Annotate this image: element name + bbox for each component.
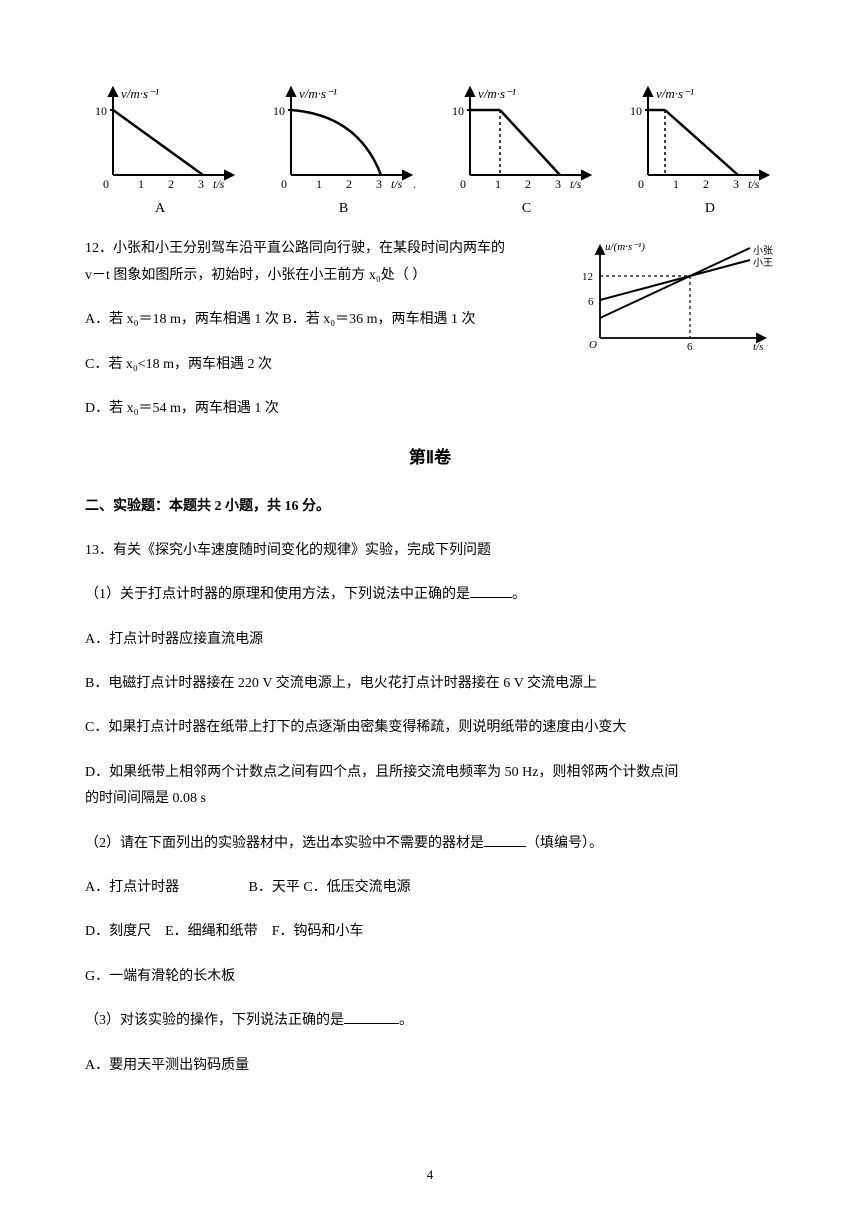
svg-text:3: 3 bbox=[376, 177, 382, 190]
svg-text:10: 10 bbox=[630, 104, 642, 118]
blank-3 bbox=[344, 1010, 399, 1024]
svg-text:0: 0 bbox=[103, 177, 109, 190]
q12-graph: u/(m·s⁻¹) 小张 小王 12 6 O 6 t/s bbox=[575, 238, 775, 358]
q13-B: B．电磁打点计时器接在 220 V 交流电源上，电火花打点计时器接在 6 V 交… bbox=[85, 673, 775, 695]
blank-1 bbox=[470, 584, 512, 598]
dev-C: C．低压交流电源 bbox=[303, 880, 410, 895]
part2-title: 第Ⅱ卷 bbox=[85, 444, 775, 471]
svg-text:1: 1 bbox=[316, 177, 322, 190]
svg-text:0: 0 bbox=[460, 177, 466, 190]
svg-text:2: 2 bbox=[346, 177, 352, 190]
q13-p2: （2）请在下面列出的实验器材中，选出本实验中不需要的器材是 （填编号）。 bbox=[85, 833, 775, 855]
blank-2 bbox=[484, 833, 526, 847]
page-number: 4 bbox=[0, 1165, 860, 1186]
svg-text:10: 10 bbox=[452, 104, 464, 118]
chart-d: v/m·s⁻¹ 10 0 1 2 3 t/s bbox=[620, 80, 775, 190]
q12-stem1: 12．小张和小王分别驾车沿平直公路同向行驶，在某段时间内两车的 bbox=[85, 238, 545, 260]
q13-dev-row2: D．刻度尺 E．细绳和纸带 F．钩码和小车 bbox=[85, 921, 775, 943]
q13-p3: （3）对该实验的操作，下列说法正确的是 。 bbox=[85, 1010, 775, 1032]
dev-D: D．刻度尺 bbox=[85, 924, 151, 939]
svg-text:v/m·s⁻¹: v/m·s⁻¹ bbox=[478, 86, 516, 101]
label-d: D bbox=[705, 198, 715, 220]
q13-p1-b: 。 bbox=[512, 587, 526, 602]
chart-a: v/m·s⁻¹ 10 0 1 2 3 t/s bbox=[85, 80, 240, 190]
q13-C: C．如果打点计时器在纸带上打下的点逐渐由密集变得稀疏，则说明纸带的速度由小变大 bbox=[85, 717, 775, 739]
q13-dev-row1: A．打点计时器 B．天平 C．低压交流电源 bbox=[85, 877, 775, 899]
svg-text:12: 12 bbox=[582, 271, 593, 283]
q13-p3-A: A．要用天平测出钩码质量 bbox=[85, 1055, 775, 1077]
q13-p2-a: （2）请在下面列出的实验器材中，选出本实验中不需要的器材是 bbox=[85, 836, 484, 851]
svg-text:O: O bbox=[589, 339, 597, 351]
dev-E: E．细绳和纸带 bbox=[165, 924, 258, 939]
svg-text:u/(m·s⁻¹): u/(m·s⁻¹) bbox=[605, 241, 645, 253]
chart-b: v/m·s⁻¹ 10 0 1 2 3 t/s . bbox=[263, 80, 418, 190]
svg-text:t/s: t/s bbox=[570, 177, 582, 190]
svg-text:3: 3 bbox=[198, 177, 204, 190]
dev-B: B．天平 bbox=[249, 880, 300, 895]
q13-A: A．打点计时器应接直流电源 bbox=[85, 629, 775, 651]
svg-text:6: 6 bbox=[687, 341, 693, 353]
svg-text:t/s: t/s bbox=[213, 177, 225, 190]
section2-heading: 二、实验题：本题共 2 小题，共 16 分。 bbox=[85, 496, 775, 518]
q12-stem2: v－t 图象如图所示，初始时，小张在小王前方 x₀处（ ） bbox=[85, 265, 545, 287]
dev-G: G．一端有滑轮的长木板 bbox=[85, 966, 775, 988]
svg-text:2: 2 bbox=[703, 177, 709, 190]
q13-p1: （1）关于打点计时器的原理和使用方法，下列说法中正确的是 。 bbox=[85, 584, 775, 606]
dev-F: F．钩码和小车 bbox=[272, 924, 364, 939]
chart-labels: A B C D bbox=[85, 198, 775, 220]
chart-c: v/m·s⁻¹ 10 0 1 2 3 t/s bbox=[442, 80, 597, 190]
q13-D1: D．如果纸带上相邻两个计数点之间有四个点，且所接交流电频率为 50 Hz，则相邻… bbox=[85, 762, 775, 784]
svg-text:3: 3 bbox=[555, 177, 561, 190]
svg-text:2: 2 bbox=[168, 177, 174, 190]
svg-text:1: 1 bbox=[673, 177, 679, 190]
dev-A: A．打点计时器 bbox=[85, 877, 245, 899]
vt-charts-row: v/m·s⁻¹ 10 0 1 2 3 t/s v/m·s⁻¹ 10 0 1 2 … bbox=[85, 80, 775, 190]
svg-text:2: 2 bbox=[525, 177, 531, 190]
q13-p1-a: （1）关于打点计时器的原理和使用方法，下列说法中正确的是 bbox=[85, 587, 470, 602]
svg-text:10: 10 bbox=[273, 104, 285, 118]
q13-p2-b: （填编号）。 bbox=[526, 836, 603, 851]
svg-text:v/m·s⁻¹: v/m·s⁻¹ bbox=[121, 86, 159, 101]
svg-text:.: . bbox=[413, 177, 416, 190]
q12: u/(m·s⁻¹) 小张 小王 12 6 O 6 t/s 12．小张和小王分别驾… bbox=[85, 238, 775, 420]
label-a: A bbox=[155, 198, 165, 220]
svg-text:v/m·s⁻¹: v/m·s⁻¹ bbox=[299, 86, 337, 101]
svg-text:6: 6 bbox=[588, 296, 594, 308]
svg-text:t/s: t/s bbox=[753, 341, 763, 353]
svg-text:v/m·s⁻¹: v/m·s⁻¹ bbox=[656, 86, 694, 101]
q13-p3-a: （3）对该实验的操作，下列说法正确的是 bbox=[85, 1013, 344, 1028]
svg-text:小张: 小张 bbox=[753, 245, 773, 257]
label-c: C bbox=[522, 198, 531, 220]
q13-D2: 的时间间隔是 0.08 s bbox=[85, 788, 775, 810]
svg-text:3: 3 bbox=[733, 177, 739, 190]
svg-text:0: 0 bbox=[638, 177, 644, 190]
svg-text:1: 1 bbox=[138, 177, 144, 190]
svg-text:0: 0 bbox=[281, 177, 287, 190]
svg-text:小王: 小王 bbox=[753, 257, 773, 269]
svg-text:t/s: t/s bbox=[748, 177, 760, 190]
q12-optD: D．若 x₀＝54 m，两车相遇 1 次 bbox=[85, 398, 775, 420]
svg-text:1: 1 bbox=[495, 177, 501, 190]
q13-stem: 13．有关《探究小车速度随时间变化的规律》实验，完成下列问题 bbox=[85, 540, 775, 562]
svg-text:t/s: t/s bbox=[391, 177, 403, 190]
q13-p3-b: 。 bbox=[399, 1013, 413, 1028]
svg-text:10: 10 bbox=[95, 104, 107, 118]
label-b: B bbox=[339, 198, 348, 220]
